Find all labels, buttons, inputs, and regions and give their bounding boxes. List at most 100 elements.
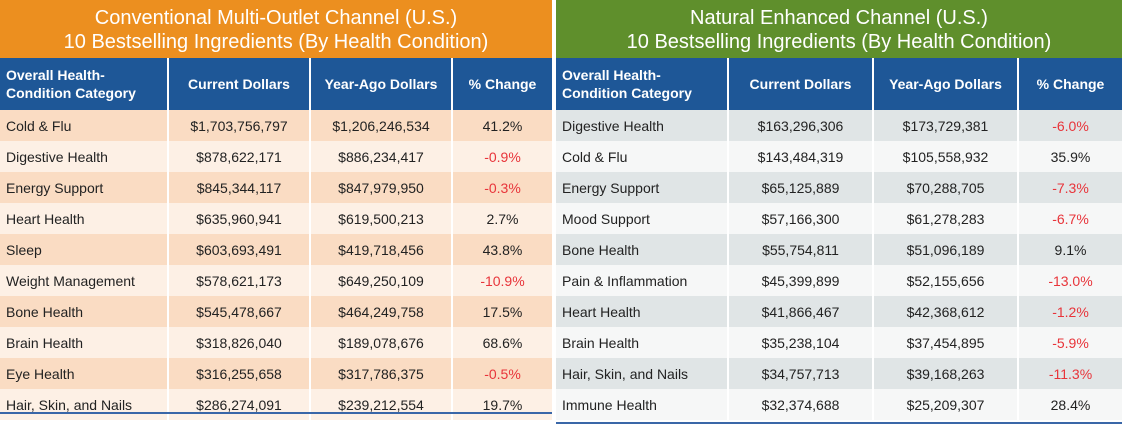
table-row: Hair, Skin, and Nails $286,274,091 $239,21… <box>0 389 552 420</box>
natural-channel-table: Overall Health-Condition Category Curren… <box>556 58 1122 420</box>
cell-category: Eye Health <box>0 358 169 389</box>
cell-category: Digestive Health <box>0 141 169 172</box>
cell-category: Cold & Flu <box>556 141 729 172</box>
cell-current-dollars: $545,478,667 <box>168 296 311 327</box>
table-row: Immune Health $32,374,688 $25,209,307 28.4% <box>556 389 1122 420</box>
cell-current-dollars: $845,344,117 <box>168 172 311 203</box>
cell-percent-change: 28.4% <box>1018 389 1122 420</box>
table-row: Cold & Flu $143,484,319 $105,558,932 35.9% <box>556 141 1122 172</box>
table-row: Hair, Skin, and Nails $34,757,713 $39,168,… <box>556 358 1122 389</box>
cell-category: Mood Support <box>556 203 729 234</box>
title-line-2: 10 Bestselling Ingredients (By Health Co… <box>63 31 489 53</box>
cell-percent-change: -6.0% <box>1018 110 1122 141</box>
cell-current-dollars: $578,621,173 <box>168 265 311 296</box>
conventional-channel-table: Overall Health-Condition Category Curren… <box>0 58 552 420</box>
cell-percent-change: -10.9% <box>452 265 552 296</box>
cell-percent-change: 68.6% <box>452 327 552 358</box>
cell-current-dollars: $41,866,467 <box>728 296 874 327</box>
cell-percent-change: 19.7% <box>452 389 552 420</box>
cell-year-ago-dollars: $173,729,381 <box>873 110 1019 141</box>
cell-category: Sleep <box>0 234 169 265</box>
cell-year-ago-dollars: $847,979,950 <box>310 172 453 203</box>
cell-year-ago-dollars: $419,718,456 <box>310 234 453 265</box>
cell-percent-change: -5.9% <box>1018 327 1122 358</box>
table-row: Bone Health $545,478,667 $464,249,758 17.5% <box>0 296 552 327</box>
table-row: Sleep $603,693,491 $419,718,456 43.8% <box>0 234 552 265</box>
table-row: Brain Health $35,238,104 $37,454,895 -5.9% <box>556 327 1122 358</box>
table-bottom-rule <box>0 412 552 414</box>
cell-percent-change: -7.3% <box>1018 172 1122 203</box>
cell-percent-change: -0.5% <box>452 358 552 389</box>
cell-current-dollars: $55,754,811 <box>728 234 874 265</box>
cell-percent-change: -0.9% <box>452 141 552 172</box>
cell-category: Heart Health <box>556 296 729 327</box>
cell-year-ago-dollars: $37,454,895 <box>873 327 1019 358</box>
cell-percent-change: 17.5% <box>452 296 552 327</box>
cell-percent-change: 35.9% <box>1018 141 1122 172</box>
cell-year-ago-dollars: $42,368,612 <box>873 296 1019 327</box>
table-row: Digestive Health $163,296,306 $173,729,381… <box>556 110 1122 141</box>
cell-year-ago-dollars: $61,278,283 <box>873 203 1019 234</box>
cell-year-ago-dollars: $189,078,676 <box>310 327 453 358</box>
table-row: Heart Health $635,960,941 $619,500,213 2.7% <box>0 203 552 234</box>
table-row: Cold & Flu $1,703,756,797 $1,206,246,534 41… <box>0 110 552 141</box>
cell-current-dollars: $1,703,756,797 <box>168 110 311 141</box>
table-header-row: Overall Health-Condition Category Curren… <box>556 58 1122 110</box>
table-bottom-rule <box>556 422 1122 424</box>
table-row: Heart Health $41,866,467 $42,368,612 -1.2% <box>556 296 1122 327</box>
cell-percent-change: 9.1% <box>1018 234 1122 265</box>
natural-channel-panel: Natural Enhanced Channel (U.S.) 10 Bests… <box>556 0 1122 426</box>
title-line-1: Natural Enhanced Channel (U.S.) <box>690 7 988 29</box>
table-header-row: Overall Health-Condition Category Curren… <box>0 58 552 110</box>
cell-year-ago-dollars: $52,155,656 <box>873 265 1019 296</box>
column-header-category: Overall Health-Condition Category <box>556 58 729 110</box>
table-row: Brain Health $318,826,040 $189,078,676 68.6… <box>0 327 552 358</box>
column-header-current-dollars: Current Dollars <box>728 58 874 110</box>
conventional-channel-title: Conventional Multi-Outlet Channel (U.S.)… <box>0 0 552 58</box>
cell-percent-change: -6.7% <box>1018 203 1122 234</box>
column-header-category: Overall Health-Condition Category <box>0 58 169 110</box>
natural-channel-title: Natural Enhanced Channel (U.S.) 10 Bests… <box>556 0 1122 58</box>
column-header-percent-change: % Change <box>452 58 552 110</box>
conventional-channel-rows: Cold & Flu $1,703,756,797 $1,206,246,534 41… <box>0 110 552 420</box>
conventional-channel-panel: Conventional Multi-Outlet Channel (U.S.)… <box>0 0 552 426</box>
cell-year-ago-dollars: $1,206,246,534 <box>310 110 453 141</box>
cell-year-ago-dollars: $619,500,213 <box>310 203 453 234</box>
cell-current-dollars: $603,693,491 <box>168 234 311 265</box>
cell-current-dollars: $57,166,300 <box>728 203 874 234</box>
table-row: Energy Support $845,344,117 $847,979,950 -0… <box>0 172 552 203</box>
cell-category: Heart Health <box>0 203 169 234</box>
cell-category: Brain Health <box>556 327 729 358</box>
cell-category: Immune Health <box>556 389 729 420</box>
cell-current-dollars: $32,374,688 <box>728 389 874 420</box>
cell-percent-change: -0.3% <box>452 172 552 203</box>
cell-category: Energy Support <box>556 172 729 203</box>
cell-year-ago-dollars: $464,249,758 <box>310 296 453 327</box>
cell-year-ago-dollars: $39,168,263 <box>873 358 1019 389</box>
table-row: Energy Support $65,125,889 $70,288,705 -7.3… <box>556 172 1122 203</box>
cell-year-ago-dollars: $105,558,932 <box>873 141 1019 172</box>
cell-current-dollars: $286,274,091 <box>168 389 311 420</box>
cell-year-ago-dollars: $51,096,189 <box>873 234 1019 265</box>
cell-current-dollars: $163,296,306 <box>728 110 874 141</box>
table-row: Digestive Health $878,622,171 $886,234,417… <box>0 141 552 172</box>
cell-current-dollars: $635,960,941 <box>168 203 311 234</box>
column-header-percent-change: % Change <box>1018 58 1122 110</box>
cell-current-dollars: $318,826,040 <box>168 327 311 358</box>
column-header-year-ago-dollars: Year-Ago Dollars <box>873 58 1019 110</box>
cell-category: Bone Health <box>0 296 169 327</box>
cell-current-dollars: $143,484,319 <box>728 141 874 172</box>
cell-year-ago-dollars: $317,786,375 <box>310 358 453 389</box>
cell-current-dollars: $45,399,899 <box>728 265 874 296</box>
cell-year-ago-dollars: $25,209,307 <box>873 389 1019 420</box>
cell-year-ago-dollars: $70,288,705 <box>873 172 1019 203</box>
cell-category: Hair, Skin, and Nails <box>0 389 169 420</box>
cell-category: Brain Health <box>0 327 169 358</box>
cell-year-ago-dollars: $239,212,554 <box>310 389 453 420</box>
table-row: Pain & Inflammation $45,399,899 $52,155,65… <box>556 265 1122 296</box>
cell-category: Cold & Flu <box>0 110 169 141</box>
cell-category: Hair, Skin, and Nails <box>556 358 729 389</box>
natural-channel-rows: Digestive Health $163,296,306 $173,729,381… <box>556 110 1122 420</box>
cell-category: Digestive Health <box>556 110 729 141</box>
